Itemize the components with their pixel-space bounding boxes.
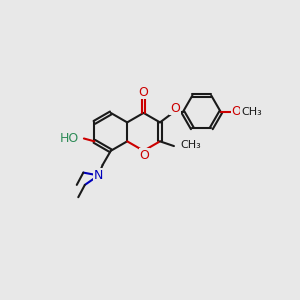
Text: O: O: [139, 149, 149, 162]
Text: O: O: [170, 101, 180, 115]
Text: O: O: [232, 106, 242, 118]
Text: CH₃: CH₃: [181, 140, 202, 150]
Text: N: N: [94, 169, 103, 182]
Text: HO: HO: [59, 132, 79, 145]
Text: CH₃: CH₃: [241, 107, 262, 117]
Text: O: O: [139, 85, 148, 99]
